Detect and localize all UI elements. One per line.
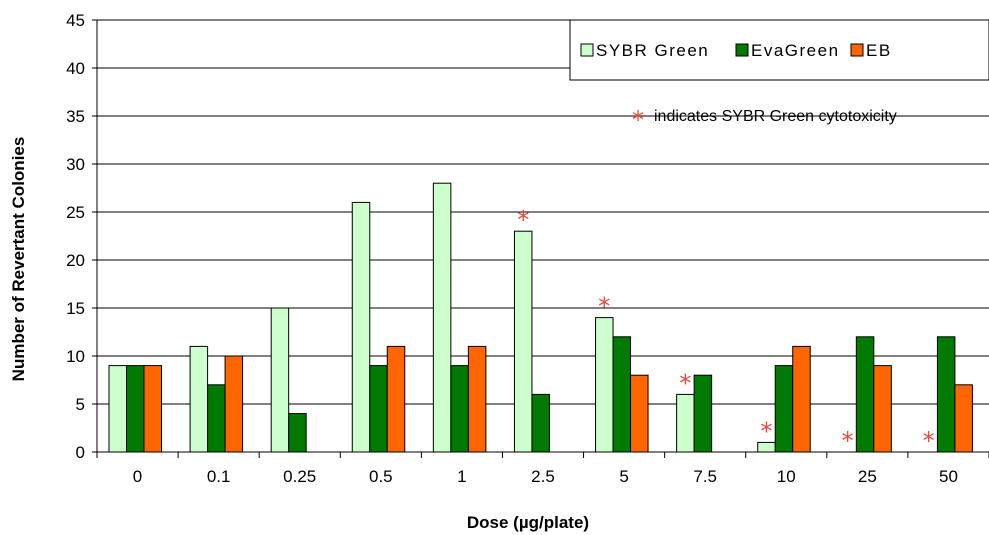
y-tick-label: 20	[66, 251, 85, 270]
x-tick-label: 0.25	[283, 467, 316, 486]
x-tick-label: 50	[939, 467, 958, 486]
legend-swatch	[735, 43, 749, 57]
bars	[108, 182, 973, 453]
x-tick-label: 2.5	[531, 467, 555, 486]
cytotoxicity-star-icon: *	[760, 417, 772, 445]
x-tick-label: 1	[457, 467, 466, 486]
axes	[92, 19, 989, 458]
cytotoxicity-star-icon: *	[842, 427, 854, 455]
x-tick-label: 7.5	[693, 467, 717, 486]
bar	[855, 336, 875, 453]
y-tick-label: 5	[76, 395, 85, 414]
x-tick-labels: 0 0.1 0.25 0.5 1 2.5 5 7.5 10 25 50	[133, 467, 958, 486]
bar	[630, 374, 649, 453]
bar	[189, 345, 209, 453]
bar	[432, 182, 452, 453]
bar	[270, 307, 290, 453]
bar	[351, 201, 371, 453]
bar	[936, 336, 956, 453]
y-axis-title: Number of Revertant Colonies	[9, 137, 28, 382]
y-tick-label: 15	[66, 299, 85, 318]
y-tick-labels: 0 5 10 15 20 25 30 35 40 45	[66, 11, 85, 462]
bar	[531, 393, 550, 453]
x-tick-label: 0.1	[207, 467, 231, 486]
y-tick-label: 45	[66, 11, 85, 30]
bar	[369, 365, 388, 453]
legend-label: SYBR Green	[596, 41, 709, 60]
legend-box	[569, 19, 989, 81]
bar	[873, 365, 892, 453]
legend-label: EB	[866, 41, 892, 60]
cytotoxicity-star-icon: *	[517, 206, 529, 234]
cytotoxicity-star-icon: *	[679, 369, 691, 397]
x-tick-label: 10	[777, 467, 796, 486]
y-tick-label: 10	[66, 347, 85, 366]
bar	[595, 317, 614, 453]
bar	[676, 393, 695, 453]
bar	[288, 413, 307, 453]
bar	[513, 230, 533, 453]
bar	[143, 365, 162, 453]
x-tick-label: 25	[858, 467, 877, 486]
note-text: indicates SYBR Green cytotoxicity	[654, 108, 897, 125]
bar	[450, 365, 469, 453]
x-tick-label: 0	[133, 467, 142, 486]
x-axis-title: Dose (µg/plate)	[467, 513, 589, 532]
bar	[954, 384, 973, 453]
y-tick-label: 40	[66, 59, 85, 78]
bar	[108, 365, 127, 453]
legend: SYBR Green EvaGreen EB	[569, 19, 989, 81]
bar	[224, 355, 244, 453]
y-tick-label: 0	[76, 443, 85, 462]
bar	[792, 345, 811, 453]
cytotoxicity-markers: * * * * * *	[517, 206, 934, 455]
cytotoxicity-note: * indicates SYBR Green cytotoxicity	[632, 106, 897, 134]
bar	[774, 365, 794, 453]
bar	[693, 374, 713, 453]
note-star-icon: *	[632, 106, 644, 134]
bar	[612, 336, 632, 453]
legend-swatch	[850, 43, 864, 57]
bar	[467, 345, 487, 453]
bar	[207, 384, 226, 453]
cytotoxicity-star-icon: *	[598, 293, 610, 321]
legend-swatch	[580, 43, 594, 57]
x-tick-label: 0.5	[369, 467, 393, 486]
bar	[126, 365, 145, 453]
bar	[386, 345, 406, 453]
x-tick-label: 5	[619, 467, 628, 486]
y-tick-label: 25	[66, 203, 85, 222]
gridlines	[97, 19, 989, 405]
y-tick-label: 30	[66, 155, 85, 174]
cytotoxicity-star-icon: *	[923, 427, 935, 455]
legend-label: EvaGreen	[751, 41, 840, 60]
y-tick-label: 35	[66, 107, 85, 126]
